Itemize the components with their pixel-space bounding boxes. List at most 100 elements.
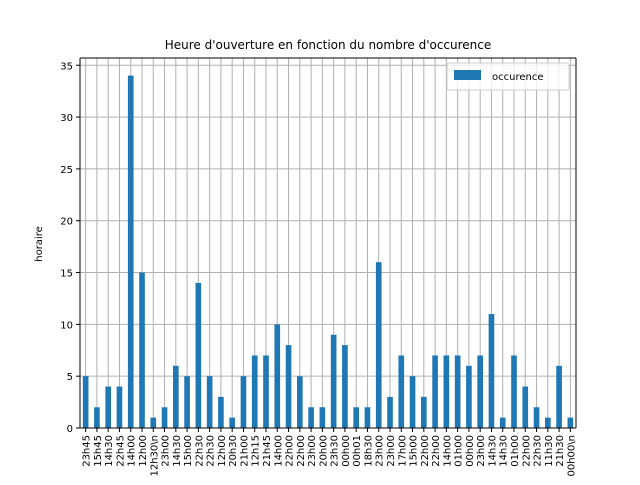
- bar: [285, 345, 292, 428]
- bar: [364, 407, 371, 428]
- x-tick-label: 00h00\n: [566, 435, 577, 477]
- bar: [353, 407, 359, 428]
- y-tick-label: 30: [60, 113, 73, 124]
- bar: [432, 355, 438, 428]
- x-tick-label: 18h30: [363, 435, 374, 467]
- x-tick-label: 11h30: [544, 435, 555, 467]
- bar: [94, 407, 100, 428]
- bar: [488, 313, 495, 428]
- x-tick-label: 12h00: [138, 435, 149, 467]
- x-tick-label: 12h15: [251, 435, 262, 467]
- x-tick-label: 12h30\n: [149, 435, 160, 477]
- y-tick-label: 10: [60, 320, 73, 331]
- bar: [522, 386, 529, 428]
- bar: [229, 417, 235, 428]
- x-tick-label: 00h00: [341, 435, 352, 467]
- y-tick-label: 5: [67, 372, 73, 383]
- x-tick-label: 22h00: [431, 435, 442, 467]
- bar: [263, 355, 269, 428]
- x-tick-label: 21h45: [262, 435, 273, 467]
- bar: [375, 262, 382, 428]
- bar: [240, 376, 247, 428]
- bar: [454, 355, 461, 428]
- x-tick-label: 15h45: [93, 435, 104, 467]
- y-tick-label: 35: [60, 61, 73, 72]
- y-tick-label: 0: [67, 424, 73, 435]
- axes-layer: [79, 57, 577, 429]
- bar: [105, 386, 111, 428]
- x-tick-label: 23h00: [386, 435, 397, 467]
- bar: [206, 376, 213, 428]
- bar: [533, 407, 540, 428]
- x-tick-label: 00h01: [352, 435, 363, 467]
- x-tick-label: 14h30: [487, 435, 498, 467]
- bar: [387, 396, 393, 428]
- bar: [511, 355, 517, 428]
- x-tick-label: 01h00: [510, 435, 521, 467]
- bar: [545, 417, 551, 428]
- bar: [161, 407, 168, 428]
- bar: [443, 355, 450, 428]
- legend-swatch: [454, 70, 481, 80]
- x-tick-label: 14h00: [273, 435, 284, 467]
- chart-title: Heure d'ouverture en fonction du nombre …: [165, 38, 492, 52]
- bar: [127, 75, 134, 428]
- bar: [342, 345, 348, 428]
- bar: [398, 355, 405, 428]
- bar: [251, 355, 258, 428]
- bar: [319, 407, 326, 428]
- bar: [116, 386, 123, 428]
- legend: occurence: [446, 62, 570, 91]
- x-tick-label: 01h00: [454, 435, 465, 467]
- x-tick-label: 12h00: [217, 435, 228, 467]
- x-tick-label: 15h00: [183, 435, 194, 467]
- bar: [477, 355, 483, 428]
- x-tick-label: 14h30: [172, 435, 183, 467]
- bar: [567, 417, 574, 428]
- bar: [184, 376, 190, 428]
- x-tick-label: 14h00: [127, 435, 138, 467]
- bar: [195, 282, 202, 428]
- bar: [218, 396, 224, 428]
- x-tick-label: 22h00: [285, 435, 296, 467]
- x-tick-label: 14h30: [104, 435, 115, 467]
- y-tick-label: 20: [60, 217, 73, 228]
- x-tick-label: 17h00: [397, 435, 408, 467]
- x-tick-label: 00h00: [465, 435, 476, 467]
- bar: [274, 324, 281, 428]
- legend-label: occurence: [492, 72, 543, 83]
- bar: [409, 376, 416, 428]
- x-tick-label: 14h30: [499, 435, 510, 467]
- bar: [139, 272, 145, 428]
- y-tick-label: 15: [60, 269, 73, 280]
- legend-box: [446, 62, 570, 91]
- x-tick-label: 20h00: [318, 435, 329, 467]
- y-tick-label: 25: [60, 165, 73, 176]
- bar: [82, 376, 89, 428]
- x-tick-label: 23h45: [82, 435, 93, 467]
- x-tick-label: 15h00: [409, 435, 420, 467]
- bar: [297, 376, 303, 428]
- bar: [173, 365, 179, 428]
- x-tick-label: 14h00: [442, 435, 453, 467]
- x-tick-label: 22h00: [420, 435, 431, 467]
- x-tick-label: 22h30: [533, 435, 544, 467]
- x-tick-label: 21h00: [239, 435, 250, 467]
- bar: [556, 365, 562, 428]
- x-tick-label: 20h30: [228, 435, 239, 467]
- x-tick-label: 22h30: [206, 435, 217, 467]
- x-tick-label: 23h00: [161, 435, 172, 467]
- x-tick-label: 21h30: [555, 435, 566, 467]
- x-tick-label: 22h00: [521, 435, 532, 467]
- x-tick-label: 22h30: [194, 435, 205, 467]
- x-tick-label: 23h00: [476, 435, 487, 467]
- bar: [150, 417, 157, 428]
- bar: [308, 407, 314, 428]
- y-axis-label: horaire: [34, 226, 45, 262]
- bar: [330, 334, 337, 428]
- bar: [421, 396, 427, 428]
- x-tick-label: 22h45: [115, 435, 126, 467]
